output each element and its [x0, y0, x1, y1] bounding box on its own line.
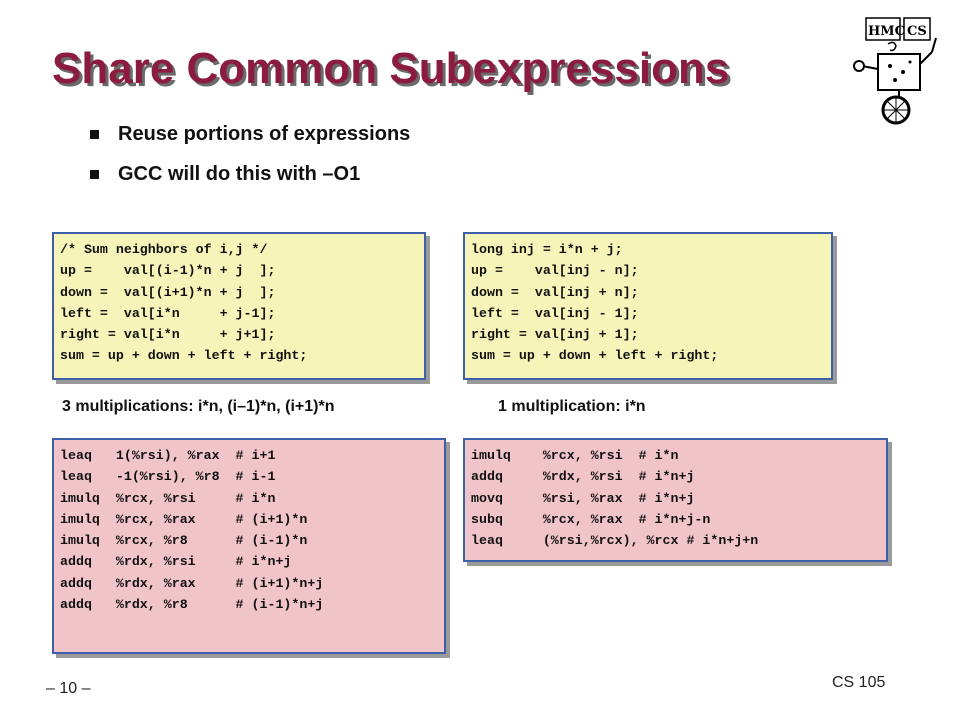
hmc-cs-robot-logo-icon: HMC CS [853, 17, 937, 125]
course-label: CS 105 [832, 674, 886, 691]
asm-code-before-box: leaq 1(%rsi), %rax # i+1 leaq -1(%rsi), … [52, 438, 446, 654]
asm-code-before: leaq 1(%rsi), %rax # i+1 leaq -1(%rsi), … [60, 448, 324, 613]
bullet-item: Reuse portions of expressions [90, 118, 410, 158]
asm-code-after-box: imulq %rcx, %rsi # i*n addq %rdx, %rsi #… [463, 438, 888, 562]
asm-code-after: imulq %rcx, %rsi # i*n addq %rdx, %rsi #… [471, 448, 759, 549]
logo-text-hmc: HMC [868, 24, 905, 39]
bullet-item: GCC will do this with –O1 [90, 158, 410, 198]
caption-one-multiplication: 1 multiplication: i*n [498, 398, 646, 415]
slide-title: Share Common Subexpressions [52, 44, 730, 93]
c-code-after: long inj = i*n + j; up = val[inj - n]; d… [471, 242, 719, 364]
c-code-before-box: /* Sum neighbors of i,j */ up = val[(i-1… [52, 232, 426, 380]
caption-three-multiplications: 3 multiplications: i*n, (i–1)*n, (i+1)*n [62, 398, 335, 415]
logo-text-cs: CS [907, 24, 927, 39]
c-code-before: /* Sum neighbors of i,j */ up = val[(i-1… [60, 242, 308, 364]
bullet-list: Reuse portions of expressions GCC will d… [90, 118, 410, 198]
c-code-after-box: long inj = i*n + j; up = val[inj - n]; d… [463, 232, 833, 380]
page-number: – 10 – [46, 680, 91, 697]
